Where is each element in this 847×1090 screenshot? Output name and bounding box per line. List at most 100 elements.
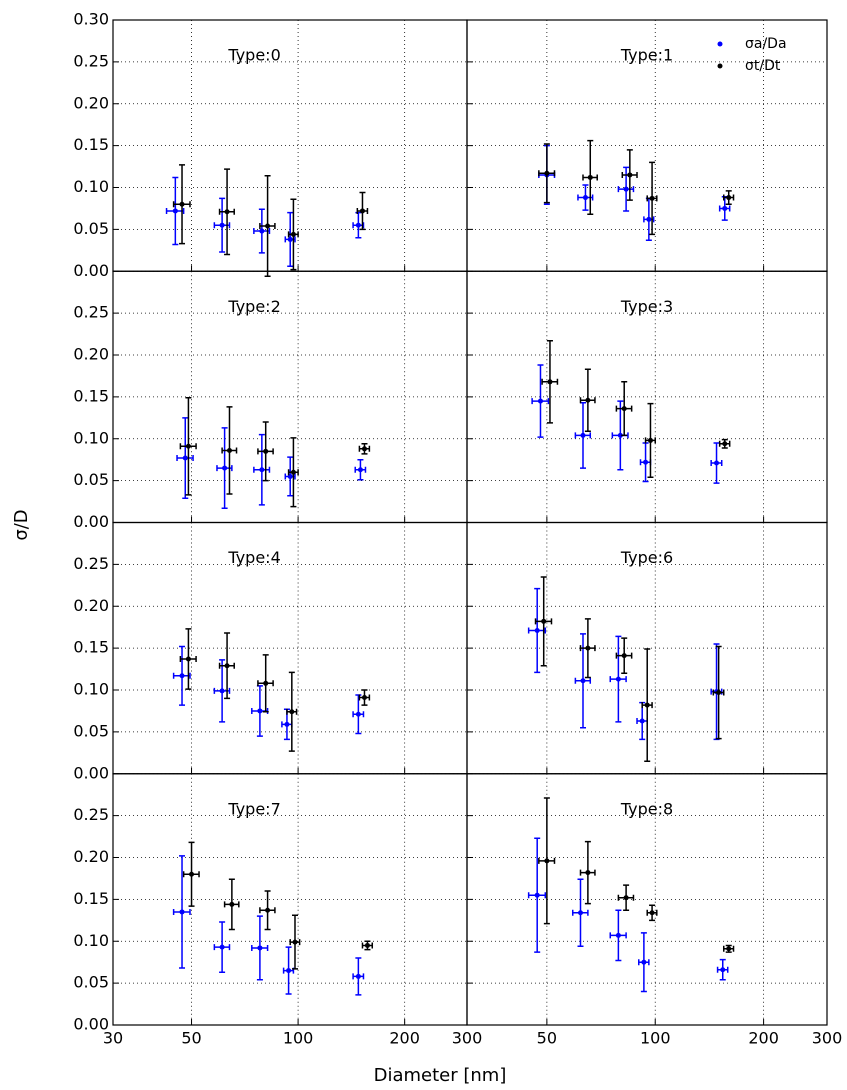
data-point [263,680,269,686]
data-point [585,870,591,876]
data-point [720,967,726,973]
data-point [185,443,191,449]
y-tick-label: 0.10 [73,177,109,196]
y-tick-label: 0.25 [73,554,109,573]
data-point [621,406,627,412]
data-point [580,678,586,684]
data-point [726,195,732,201]
data-point [615,932,621,938]
data-point [355,973,361,979]
legend-marker [717,41,723,47]
data-point [582,195,588,201]
y-tick-label: 0.00 [73,512,109,531]
data-point [643,459,649,465]
data-point [355,711,361,717]
panel-title: Type:7 [227,799,280,818]
y-tick-label: 0.00 [73,1015,109,1034]
panel-title: Type:1 [620,46,673,65]
data-point [716,690,722,696]
data-point [644,702,650,708]
x-tick-label: 300 [812,1029,843,1048]
data-point [257,945,263,951]
data-point [722,205,728,211]
y-tick-label: 0.20 [73,93,109,112]
data-point [179,673,185,679]
legend-label: σa/Da [745,36,787,52]
data-point [617,432,623,438]
x-tick-label: 30 [103,1029,123,1048]
y-tick-label: 0.00 [73,763,109,782]
data-point [534,628,540,634]
y-tick-label: 0.20 [73,847,109,866]
y-tick-label: 0.20 [73,345,109,364]
data-point [265,907,271,913]
data-point [714,460,720,466]
panel-title: Type:2 [227,297,280,316]
y-tick-label: 0.15 [73,386,109,405]
y-tick-label: 0.15 [73,889,109,908]
data-point [722,441,728,447]
data-point [639,718,645,724]
data-point [172,208,178,214]
panel-title: Type:0 [227,46,280,65]
data-point [587,174,593,180]
data-point [355,222,361,228]
y-tick-label: 0.25 [73,51,109,70]
x-tick-label: 100 [640,1029,671,1048]
data-point [647,437,653,443]
x-tick-label: 200 [748,1029,779,1048]
y-tick-label: 0.05 [73,470,109,489]
data-point [585,397,591,403]
data-point [361,446,367,452]
data-point [292,939,298,945]
data-point [623,895,629,901]
x-tick-label: 200 [389,1029,420,1048]
data-point [289,709,295,715]
data-point [646,216,652,222]
panel-title: Type:4 [227,548,280,567]
panel-title: Type:3 [620,297,673,316]
data-point [179,909,185,915]
data-point [259,467,265,473]
data-point [219,944,225,950]
data-point [364,942,370,948]
y-tick-label: 0.25 [73,303,109,322]
data-point [189,871,195,877]
data-point [649,195,655,201]
y-tick-label: 0.15 [73,638,109,657]
data-point [359,208,365,214]
y-tick-label: 0.15 [73,135,109,154]
legend-marker [717,63,723,69]
data-point [257,708,263,714]
y-tick-label: 0.10 [73,428,109,447]
data-point [641,959,647,965]
x-tick-label: 300 [452,1029,483,1048]
data-point [534,892,540,898]
data-point [623,186,629,192]
panel-title: Type:6 [620,548,673,567]
data-point [179,201,185,207]
data-point [627,172,633,178]
data-point [726,946,732,952]
panel-title: Type:8 [620,799,673,818]
data-point [222,465,228,471]
data-point [290,231,296,237]
y-tick-label: 0.00 [73,261,109,280]
data-point [290,469,296,475]
data-point [226,447,232,453]
x-axis-label: Diameter [nm] [374,1065,507,1086]
legend-label: σt/Dt [745,58,781,74]
y-tick-label: 0.30 [73,10,109,29]
data-point [585,645,591,651]
data-point [615,676,621,682]
data-point [577,910,583,916]
data-point [224,209,230,215]
data-point [544,170,550,176]
data-point [547,379,553,385]
data-point [265,223,271,229]
data-point [185,656,191,662]
data-point [537,398,543,404]
data-point [649,910,655,916]
data-point [286,968,292,974]
